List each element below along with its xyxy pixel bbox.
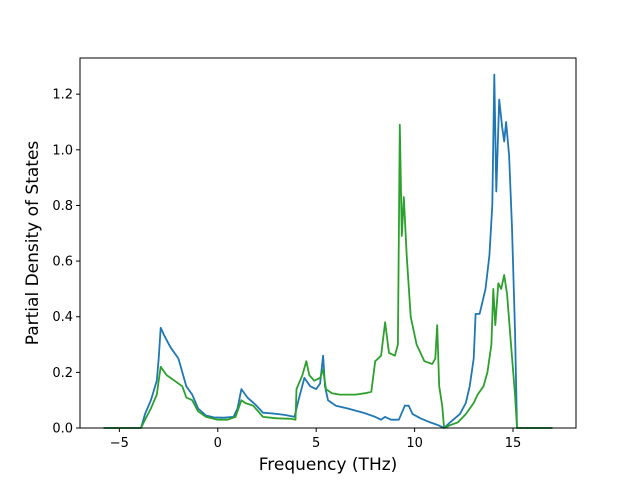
y-tick-label: 1.2 — [52, 88, 73, 103]
x-tick-label: 0 — [214, 436, 222, 451]
y-axis-title: Partial Density of States — [23, 141, 43, 346]
y-tick-label: 0.4 — [52, 310, 73, 325]
y-tick-label: 0.0 — [52, 422, 73, 437]
series-layer — [103, 73, 553, 429]
x-tick-label: 5 — [312, 436, 320, 451]
y-tick-label: 1.0 — [52, 143, 73, 158]
y-axis-ticks: 0.0 0.2 0.4 0.6 0.8 1.0 1.2 — [52, 88, 80, 437]
series-line-2 — [103, 123, 553, 429]
y-tick-label: 0.6 — [52, 255, 73, 270]
y-tick-label: 0.8 — [52, 199, 73, 214]
series-line-1 — [103, 73, 553, 429]
x-tick-label: −5 — [110, 436, 129, 451]
plot-frame — [79, 57, 577, 429]
y-tick-label: 0.2 — [52, 366, 73, 381]
x-tick-label: 10 — [406, 436, 423, 451]
x-axis-ticks: −5 0 5 10 15 — [110, 428, 522, 451]
x-tick-label: 15 — [505, 436, 522, 451]
x-axis-title: Frequency (THz) — [259, 455, 398, 475]
